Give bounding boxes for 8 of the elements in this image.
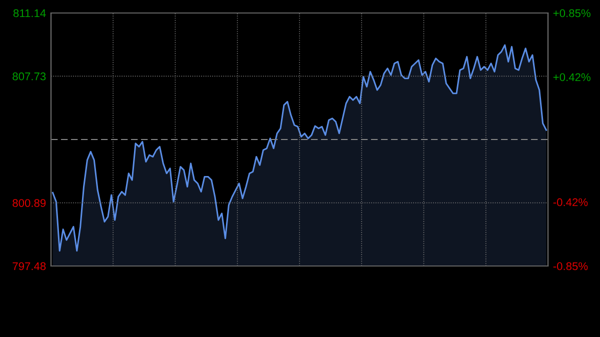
- y2-tick-label: -0.85%: [553, 262, 588, 270]
- y2-tick-label: -0.42%: [553, 198, 588, 206]
- y-tick-label: 811.14: [13, 9, 46, 18]
- y2-tick-label: +0.42%: [553, 73, 590, 82]
- y2-tick-label: +0.85%: [553, 9, 590, 18]
- y-tick-label: 800.89: [12, 199, 46, 207]
- y-tick-label: 807.73: [12, 72, 46, 80]
- y-tick-label: 797.48: [12, 262, 46, 270]
